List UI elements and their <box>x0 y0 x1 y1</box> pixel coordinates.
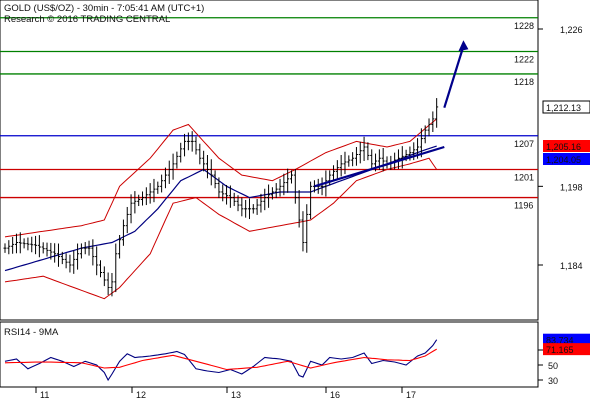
y-tick-label: 1,198 <box>560 182 583 192</box>
price-tag-box <box>543 153 590 165</box>
rsi-series-rsi14 <box>4 339 438 382</box>
level-label-1218: 1218 <box>514 77 534 87</box>
y-tick-label: 1,226 <box>560 25 583 35</box>
level-label-1228: 1228 <box>514 21 534 31</box>
x-tick-label: 13 <box>231 390 241 400</box>
price-panel-frame <box>0 0 539 321</box>
trendline <box>314 145 445 188</box>
y-tick-label: 1,184 <box>560 261 583 271</box>
x-tick-label: 17 <box>406 390 416 400</box>
rsi-value-box <box>543 333 590 346</box>
price-tag-label: 1,212.13 <box>546 103 581 113</box>
x-tick-label: 12 <box>136 390 146 400</box>
rsi-series-9ma <box>4 348 437 371</box>
rsi-value-label: 71.165 <box>546 345 574 355</box>
x-tick-label: 16 <box>330 390 340 400</box>
rsi-value-label: 83.734 <box>546 336 574 346</box>
price-tag-label: 1,204.05 <box>546 155 581 165</box>
price-tag-box <box>542 100 590 114</box>
bollinger-lower <box>4 157 438 300</box>
chart-subtitle: Research © 2016 TRADING CENTRAL <box>4 14 170 25</box>
rsi-y-tick-label: 30 <box>548 376 558 386</box>
rsi-y-tick-label: 50 <box>548 361 558 371</box>
chart-title: GOLD (US$/OZ) - 30min - 7:05:41 AM (UTC+… <box>4 3 204 14</box>
price-tag-box <box>543 140 590 152</box>
level-label-1196: 1196 <box>514 201 533 211</box>
axes: 1,184 1,198 1,226 1,212.13 1,205.16 1,204.05 3… <box>35 25 590 400</box>
forecast-arrow-shaft <box>443 45 465 108</box>
rsi-lines <box>4 339 438 382</box>
rsi-value-box <box>543 343 590 356</box>
x-tick-label: 11 <box>40 390 49 400</box>
rsi-title: RSI14 - 9MA <box>4 327 59 338</box>
level-label-1201: 1201 <box>514 172 534 182</box>
support-resistance-levels: 1228 1222 1218 1207 1201 1196 <box>0 17 538 211</box>
trend-annotations <box>314 40 469 188</box>
price-tag-label: 1,205.16 <box>546 142 581 152</box>
level-label-1222: 1222 <box>514 54 534 64</box>
price-bars <box>3 98 439 297</box>
rsi-panel-frame <box>0 321 539 388</box>
level-label-1207: 1207 <box>514 139 534 149</box>
bollinger-upper <box>4 118 438 238</box>
forecast-arrow-head <box>458 40 469 52</box>
